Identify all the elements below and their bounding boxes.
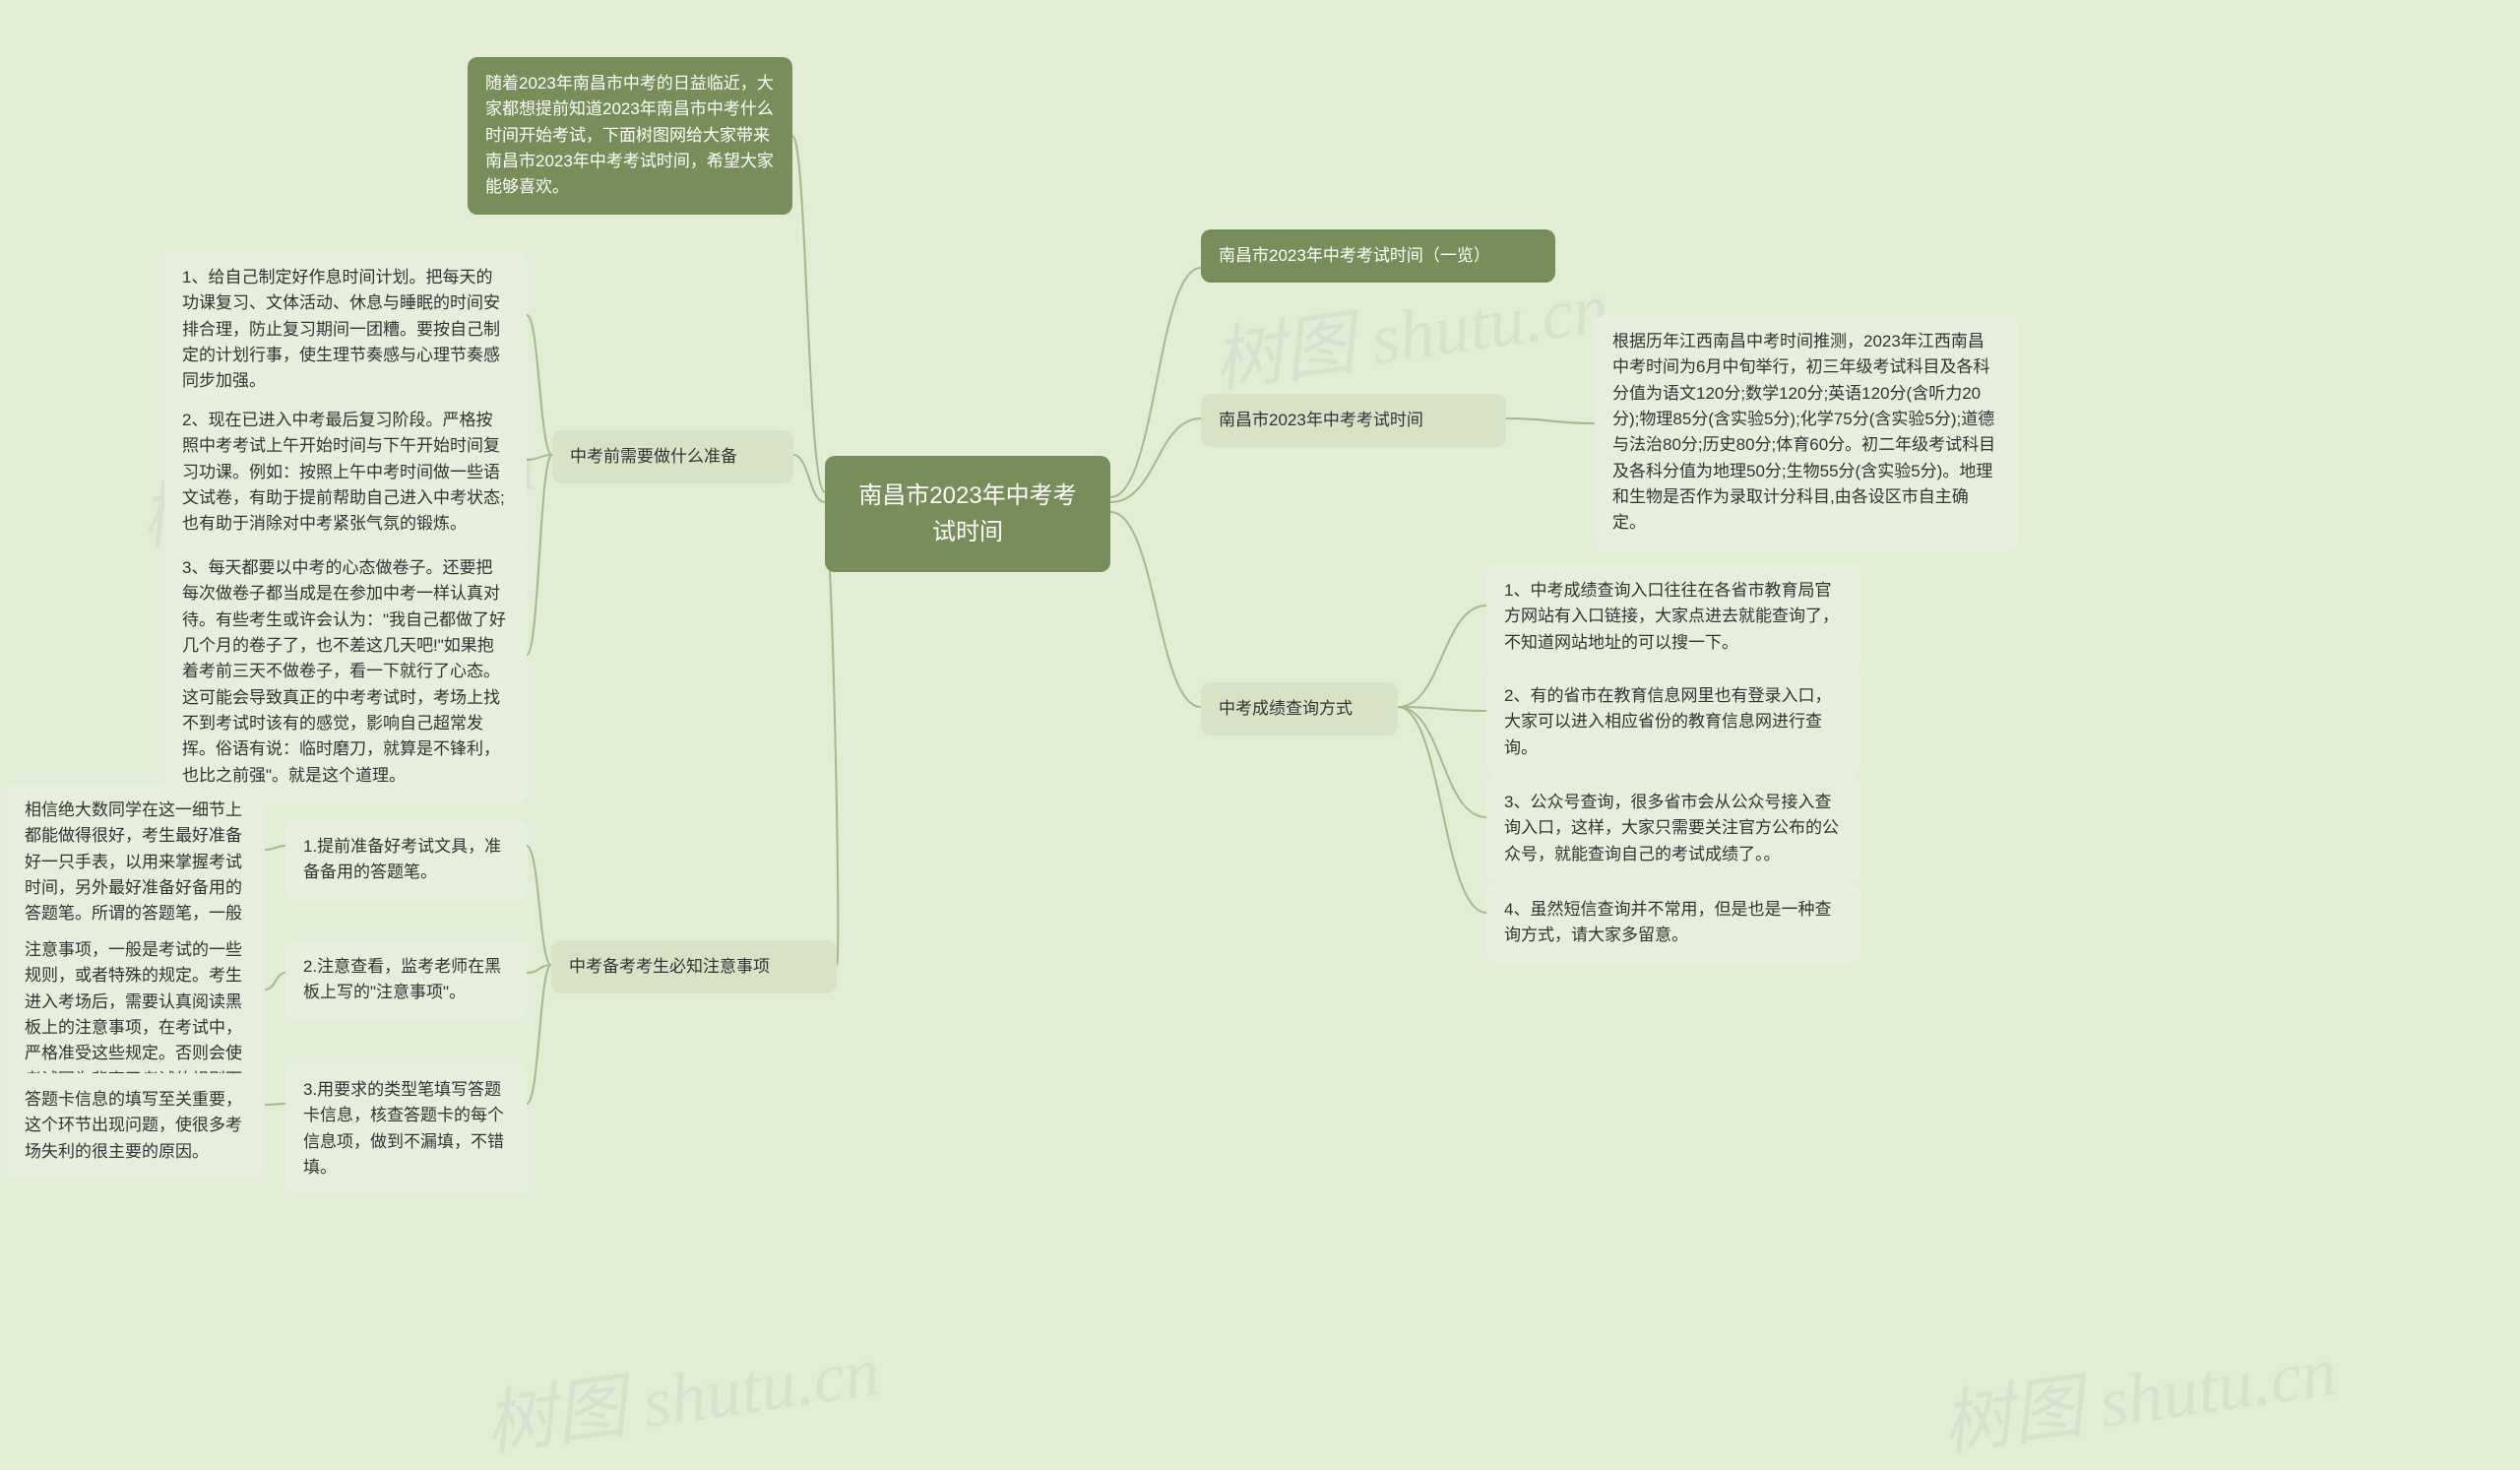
node-query[interactable]: 中考成绩查询方式	[1201, 682, 1398, 735]
leaf-text: 2、有的省市在教育信息网里也有登录入口，大家可以进入相应省份的教育信息网进行查询…	[1504, 686, 1831, 757]
leaf-text: 2、现在已进入中考最后复习阶段。严格按照中考考试上午开始时间与下午开始时间复习功…	[182, 411, 505, 533]
center-node[interactable]: 南昌市2023年中考考试时间	[825, 456, 1110, 572]
node-exam-time[interactable]: 南昌市2023年中考考试时间	[1201, 394, 1506, 447]
node-intro: 随着2023年南昌市中考的日益临近，大家都想提前知道2023年南昌市中考什么时间…	[468, 57, 792, 215]
leaf-text: 4、虽然短信查询并不常用，但是也是一种查询方式，请大家多留意。	[1504, 900, 1831, 944]
leaf-text: 3、公众号查询，很多省市会从公众号接入查询入口，这样，大家只需要关注官方公布的公…	[1504, 793, 1839, 863]
node-query-item: 3、公众号查询，很多省市会从公众号接入查询入口，这样，大家只需要关注官方公布的公…	[1486, 776, 1860, 881]
center-text: 南昌市2023年中考考试时间	[858, 482, 1076, 545]
node-label: 南昌市2023年中考考试时间	[1219, 411, 1423, 429]
node-prep-item: 2、现在已进入中考最后复习阶段。严格按照中考考试上午开始时间与下午开始时间复习功…	[164, 394, 527, 551]
node-notice-item: 1.提前准备好考试文具，准备备用的答题笔。	[285, 820, 527, 900]
leaf-text: 1、给自己制定好作息时间计划。把每天的功课复习、文体活动、休息与睡眠的时间安排合…	[182, 268, 500, 390]
leaf-text: 根据历年江西南昌中考时间推测，2023年江西南昌中考时间为6月中旬举行，初三年级…	[1612, 332, 1995, 532]
node-query-item: 2、有的省市在教育信息网里也有登录入口，大家可以进入相应省份的教育信息网进行查询…	[1486, 670, 1860, 775]
node-prep[interactable]: 中考前需要做什么准备	[552, 430, 793, 483]
leaf-text: 答题卡信息的填写至关重要，这个环节出现问题，使很多考场失利的很主要的原因。	[25, 1090, 242, 1161]
watermark: 树图 shutu.cn	[477, 1311, 886, 1469]
node-label: 南昌市2023年中考考试时间（一览）	[1219, 246, 1490, 265]
leaf-text: 3.用要求的类型笔填写答题卡信息，核查答题卡的每个信息项，做到不漏填，不错填。	[303, 1080, 504, 1177]
watermark: 树图 shutu.cn	[1934, 1311, 2343, 1469]
leaf-text: 1、中考成绩查询入口往往在各省市教育局官方网站有入口链接，大家点进去就能查询了，…	[1504, 581, 1839, 652]
node-query-item: 4、虽然短信查询并不常用，但是也是一种查询方式，请大家多留意。	[1486, 883, 1860, 963]
node-exam-time-detail: 根据历年江西南昌中考时间推测，2023年江西南昌中考时间为6月中旬举行，初三年级…	[1595, 315, 2018, 550]
node-label: 中考前需要做什么准备	[570, 447, 737, 466]
leaf-text: 3、每天都要以中考的心态做卷子。还要把每次做卷子都当成是在参加中考一样认真对待。…	[182, 558, 506, 785]
node-notice-item: 3.用要求的类型笔填写答题卡信息，核查答题卡的每个信息项，做到不漏填，不错填。	[285, 1063, 527, 1194]
node-notice[interactable]: 中考备考考生必知注意事项	[551, 940, 837, 993]
node-prep-item: 1、给自己制定好作息时间计划。把每天的功课复习、文体活动、休息与睡眠的时间安排合…	[164, 251, 527, 409]
node-notice-detail: 答题卡信息的填写至关重要，这个环节出现问题，使很多考场失利的很主要的原因。	[7, 1073, 265, 1179]
node-query-item: 1、中考成绩查询入口往往在各省市教育局官方网站有入口链接，大家点进去就能查询了，…	[1486, 564, 1860, 670]
node-overview[interactable]: 南昌市2023年中考考试时间（一览）	[1201, 229, 1555, 283]
node-prep-item: 3、每天都要以中考的心态做卷子。还要把每次做卷子都当成是在参加中考一样认真对待。…	[164, 542, 527, 802]
node-notice-item: 2.注意查看，监考老师在黑板上写的"注意事项"。	[285, 940, 527, 1020]
leaf-text: 1.提前准备好考试文具，准备备用的答题笔。	[303, 837, 501, 881]
leaf-text: 2.注意查看，监考老师在黑板上写的"注意事项"。	[303, 957, 501, 1001]
node-label: 中考成绩查询方式	[1219, 699, 1353, 718]
node-label: 中考备考考生必知注意事项	[569, 957, 770, 976]
leaf-text: 随着2023年南昌市中考的日益临近，大家都想提前知道2023年南昌市中考什么时间…	[485, 74, 774, 196]
